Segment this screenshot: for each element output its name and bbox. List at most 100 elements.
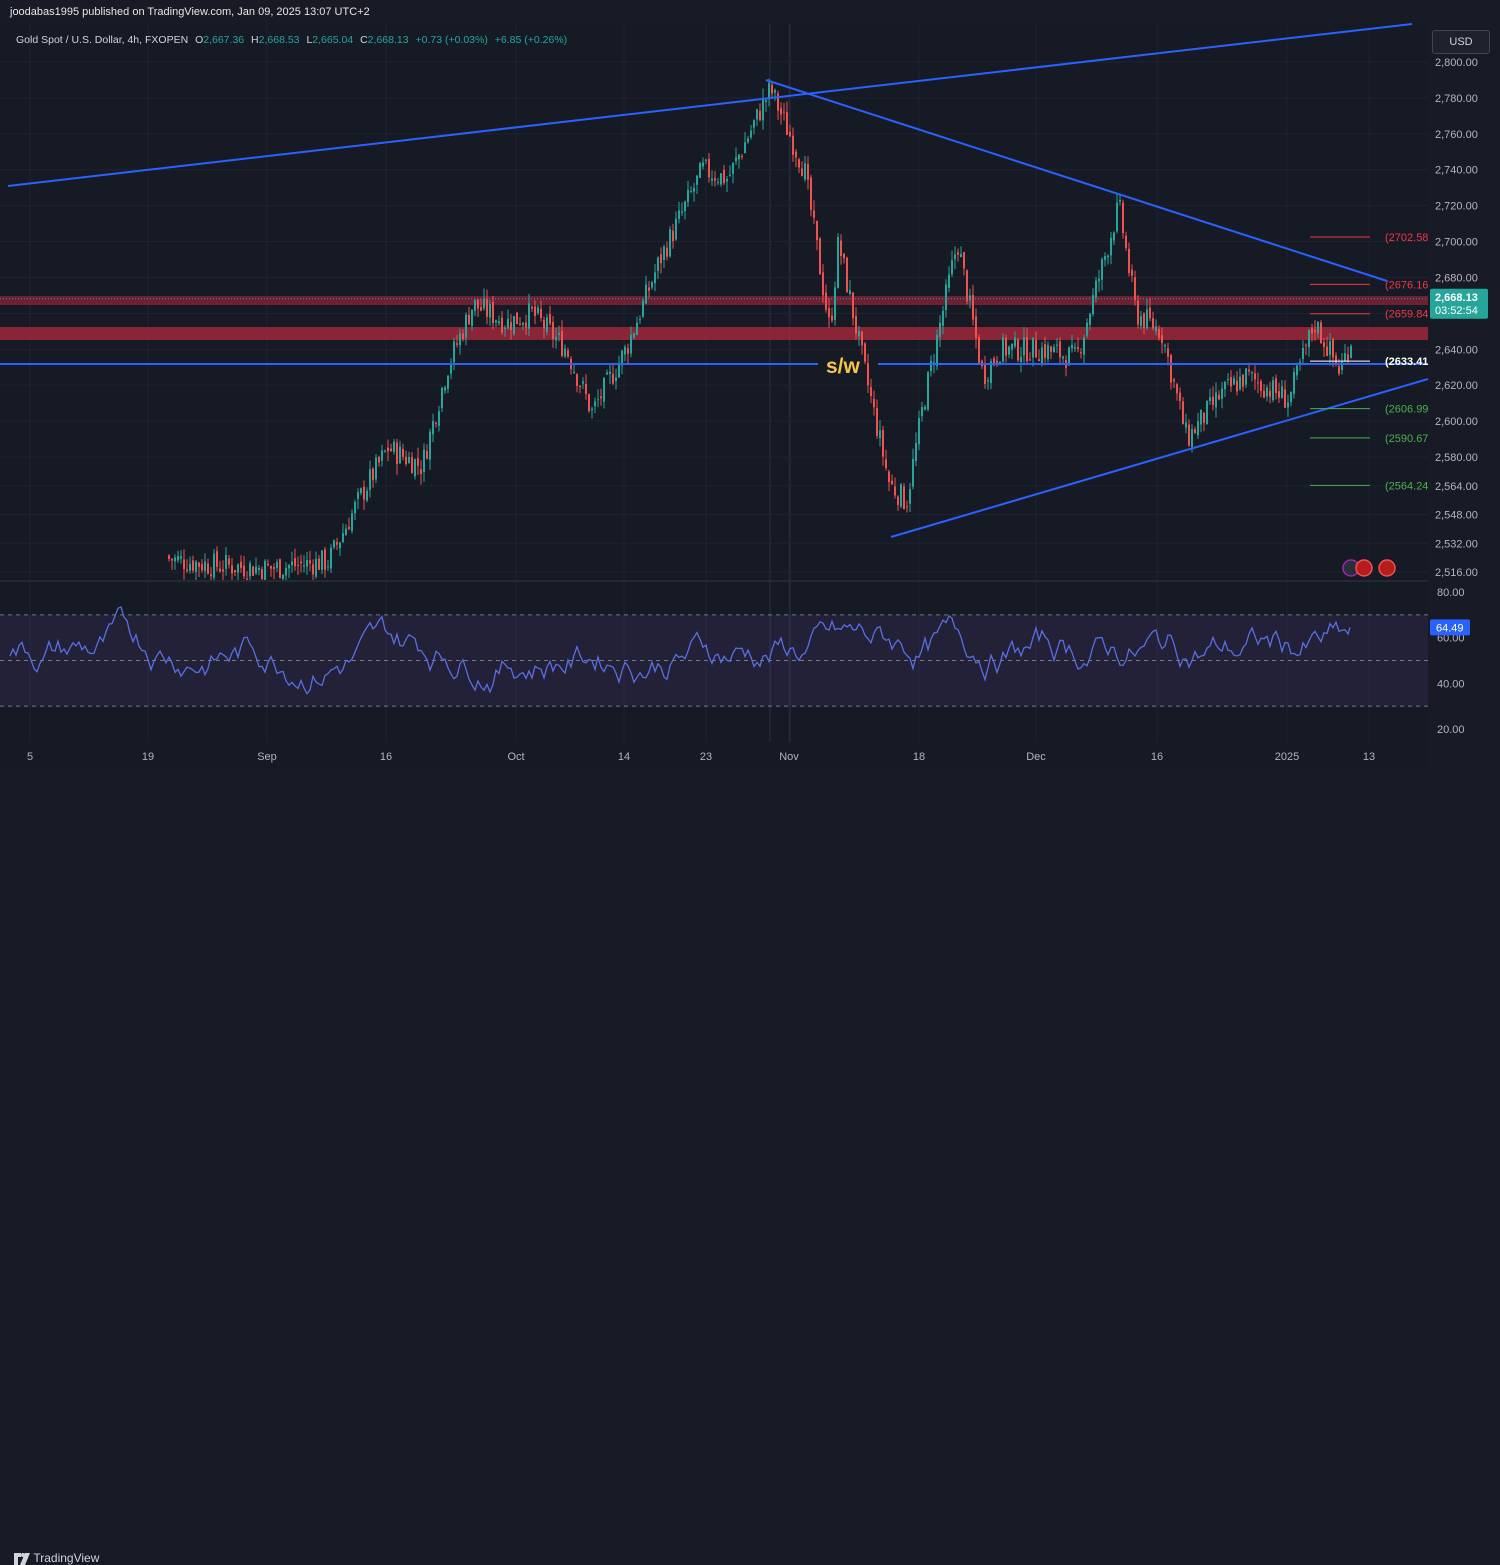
x-tick-label: 2025 <box>1275 751 1299 763</box>
currency-button[interactable]: USD <box>1432 30 1490 54</box>
candle-body <box>804 163 806 180</box>
candle-body <box>1257 382 1259 384</box>
candle-body <box>183 559 185 570</box>
candle-body <box>498 321 500 324</box>
candle-body <box>756 109 758 120</box>
candle-body <box>909 489 911 504</box>
x-tick-label: Dec <box>1026 751 1046 763</box>
candle-body <box>921 406 923 417</box>
trendlines[interactable]: s/w <box>0 23 1429 538</box>
candle-body <box>720 173 722 185</box>
candle-body <box>1023 337 1025 356</box>
candle-body <box>843 253 845 259</box>
candle-body <box>456 343 458 345</box>
candle-body <box>1236 380 1238 392</box>
last-price-text: 2,668.13 <box>1435 292 1478 304</box>
candle-body <box>1314 330 1316 332</box>
candle-body <box>633 333 635 338</box>
candle-body <box>528 303 530 329</box>
low-value: 2,665.04 <box>312 34 354 46</box>
candle-body <box>525 322 527 328</box>
candle-body <box>606 372 608 375</box>
candle-body <box>552 322 554 339</box>
candle-body <box>495 320 497 323</box>
candle-body <box>603 377 605 402</box>
candle-body <box>330 547 332 569</box>
price-levels: (2702.58 (2676.16 (2659.84 (2633.41 (2606.99… <box>1310 232 1428 577</box>
candle-body <box>831 315 833 321</box>
level-label: (2633.41 <box>1385 356 1428 368</box>
x-tick-label: Sep <box>257 751 277 763</box>
candle-body <box>1302 347 1304 360</box>
candle-body <box>204 561 206 571</box>
candle-body <box>681 211 683 213</box>
candle-body <box>294 558 296 567</box>
candle-body <box>270 565 272 569</box>
tradingview-logo-icon <box>14 1552 30 1565</box>
candle-body <box>753 120 755 128</box>
candle-body <box>846 257 848 293</box>
candle-body <box>894 486 896 496</box>
level-label: (2676.16 <box>1385 279 1428 291</box>
candle-body <box>1287 402 1289 408</box>
candle-body <box>816 220 818 241</box>
candle-body <box>1020 357 1022 363</box>
candle-body <box>354 502 356 514</box>
candle-body <box>177 556 179 561</box>
y-tick-label: 2,516.00 <box>1435 567 1478 579</box>
candle-body <box>1299 361 1301 363</box>
candle-body <box>357 492 359 499</box>
candle-body <box>225 555 227 569</box>
candle-body <box>1104 256 1106 260</box>
rsi-tick-label: 80.00 <box>1437 587 1465 599</box>
candle-body <box>672 230 674 242</box>
candle-body <box>948 274 950 288</box>
candle-body <box>627 348 629 354</box>
level-label: (2659.84 <box>1385 309 1428 321</box>
candle-body <box>1089 314 1091 325</box>
candle-body <box>1329 341 1331 355</box>
candle-body <box>825 292 827 310</box>
candle-body <box>954 254 956 260</box>
candle-body <box>801 168 803 177</box>
candle-body <box>663 246 665 260</box>
candle-body <box>1338 366 1340 374</box>
candle-body <box>996 360 998 363</box>
candle-body <box>1143 313 1145 328</box>
tradingview-logo[interactable]: TradingView <box>14 1551 99 1565</box>
candle-body <box>213 553 215 578</box>
candle-body <box>426 450 428 459</box>
candle-body <box>1269 390 1271 397</box>
change-value-2: +6.85 (+0.26%) <box>494 34 568 46</box>
x-tick-label: 13 <box>1363 751 1375 763</box>
candle-body <box>1281 386 1283 398</box>
candle-body <box>993 358 995 364</box>
candle-body <box>1077 346 1079 349</box>
candle-body <box>1326 346 1328 357</box>
candle-body <box>1122 202 1124 234</box>
candle-body <box>717 181 719 183</box>
candle-body <box>1062 356 1064 359</box>
candle-body <box>597 399 599 401</box>
candle-body <box>519 323 521 325</box>
candle-body <box>624 346 626 355</box>
candle-body <box>1233 378 1235 385</box>
candle-body <box>255 566 257 574</box>
candle-body <box>192 560 194 571</box>
candle-body <box>1011 343 1013 350</box>
candle-body <box>543 319 545 329</box>
candle-body <box>513 316 515 334</box>
candle-body <box>855 316 857 334</box>
candle-body <box>507 318 509 329</box>
candle-body <box>447 375 449 389</box>
candle-body <box>1107 255 1109 258</box>
candle-body <box>1206 400 1208 425</box>
candle-body <box>273 567 275 570</box>
candle-body <box>336 542 338 545</box>
candle-body <box>564 348 566 357</box>
chart-canvas[interactable]: s/w (2702.58 (2676.16 (2659.84 (2633.41 (260… <box>0 0 1500 802</box>
candle-body <box>1059 341 1061 358</box>
candle-body <box>975 316 977 338</box>
y-tick-label: 2,800.00 <box>1435 57 1478 69</box>
